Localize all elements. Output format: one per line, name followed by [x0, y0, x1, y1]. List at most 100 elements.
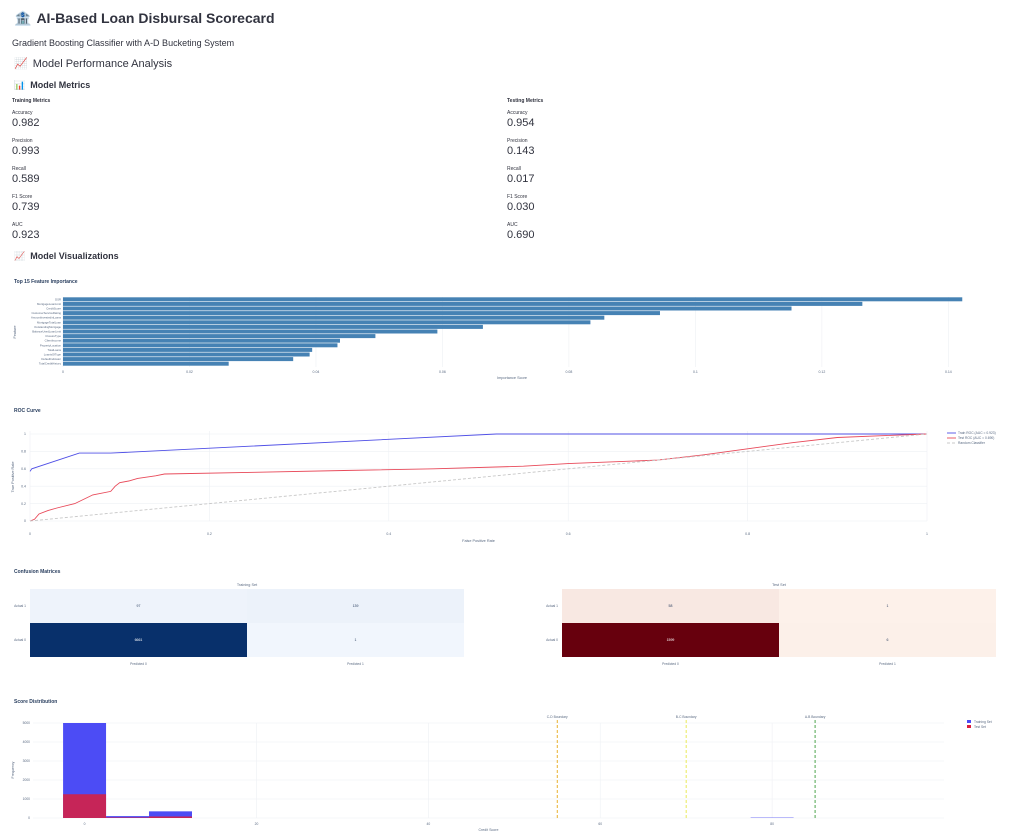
legend-label: Test Set: [974, 725, 986, 729]
y-tick-label: 1: [24, 432, 26, 436]
column-label: Predicted 0: [130, 662, 147, 666]
y-tick-label: OutstandingMortgage: [34, 325, 61, 329]
bar: [63, 347, 313, 352]
y-tick-label: 0.2: [21, 502, 26, 506]
column-label: Predicted 1: [347, 662, 364, 666]
cell-value: 6: [887, 638, 889, 642]
x-tick-label: 0: [84, 822, 86, 826]
legend-label: Test ROC (AUC = 0.690): [958, 436, 994, 440]
y-tick-label: 5000: [23, 721, 31, 725]
metric-label: Precision: [12, 138, 33, 144]
y-tick-label: 0.6: [21, 467, 26, 471]
confusion-matrices: Training Set 97 139 Actual 1 6661 1 Actual 0 Pr…: [14, 583, 996, 666]
metric-value: 0.030: [507, 201, 535, 213]
bank-icon: 🏦: [14, 10, 32, 26]
panel-title: Training Set: [237, 583, 258, 587]
bar: [63, 311, 660, 316]
metric-value: 0.982: [12, 117, 40, 129]
metric-label: Accuracy: [12, 110, 33, 116]
y-tick-label: 0: [28, 816, 30, 820]
app-title-text: AI-Based Loan Disbursal Scorecard: [36, 10, 275, 26]
bar: [63, 329, 438, 334]
training-metrics-title: Training Metrics: [12, 98, 51, 104]
heatmap-cell: [779, 623, 996, 657]
bar: [63, 343, 338, 348]
x-tick-label: 0.2: [207, 532, 212, 536]
chart-up-icon: 📈: [14, 58, 28, 70]
metric-label: Precision: [507, 138, 528, 144]
x-tick-label: 20: [255, 822, 259, 826]
y-tick-label: BalanceUsedLoanLimit: [32, 330, 61, 334]
panel-title: Test Set: [772, 583, 787, 587]
score-distribution-chart: 0 1000 2000 3000 4000 5000 0 20 40 60 80 Training S…: [11, 715, 992, 832]
y-tick-label: ClosureType: [45, 334, 61, 338]
y-tick-label: MortgageLoanLimit: [37, 302, 61, 306]
bar: [63, 315, 605, 320]
cell-value: 1: [887, 604, 889, 608]
x-tick-label: 0.08: [566, 370, 573, 374]
y-tick-label: 1000: [23, 797, 31, 801]
section-metrics: 📊 Model Metrics: [14, 80, 90, 91]
testing-metrics-title: Testing Metrics: [507, 98, 544, 104]
score-distribution-title: Score Distribution: [14, 699, 58, 705]
metric-value: 0.017: [507, 173, 535, 185]
x-tick-label: 0.12: [818, 370, 825, 374]
legend-swatch: [967, 720, 971, 723]
legend-label: Training Set: [974, 720, 992, 724]
bar: [63, 324, 483, 329]
y-tick-label: 4000: [23, 740, 31, 744]
cell-value: 6661: [135, 638, 143, 642]
y-tick-label: DefaultIndicator: [41, 357, 61, 361]
metric-value: 0.739: [12, 201, 40, 213]
section-visualizations: 📈 Model Visualizations: [14, 251, 119, 262]
x-tick-label: 0.1: [693, 370, 698, 374]
legend-label: Train ROC (AUC = 0.923): [958, 431, 996, 435]
y-tick-label: DSR: [55, 297, 61, 301]
metric-value: 0.690: [507, 229, 535, 241]
metric-label: AUC: [507, 222, 518, 228]
y-tick-label: CreditScore: [46, 307, 61, 311]
y-tick-label: 3000: [23, 759, 31, 763]
bar: [63, 306, 792, 311]
section-metrics-label: Model Metrics: [30, 80, 91, 90]
boundary-label: C-D Boundary: [547, 715, 568, 719]
test-histogram-bar: [106, 817, 150, 818]
feature-importance-chart: 0 0.02 0.04 0.06 0.08 0.1 0.12 0.14 DSRMortgageL…: [13, 297, 963, 380]
metric-value: 0.954: [507, 117, 535, 129]
y-tick-label: 0.8: [21, 450, 26, 454]
metric-value: 0.589: [12, 173, 40, 185]
column-label: Predicted 0: [662, 662, 679, 666]
metric-value: 0.143: [507, 145, 535, 157]
train-histogram-bar: [149, 811, 192, 818]
metric-label: Recall: [507, 166, 521, 172]
metric-label: Accuracy: [507, 110, 528, 116]
app-title: 🏦 AI-Based Loan Disbursal Scorecard: [14, 10, 275, 27]
cell-value: 97: [137, 604, 141, 608]
x-axis-title: False Positive Rate: [462, 539, 495, 543]
y-tick-label: AmountInvestedinLoans: [31, 316, 62, 320]
metric-label: AUC: [12, 222, 23, 228]
heatmap-cell: [30, 589, 247, 623]
roc-title: ROC Curve: [14, 408, 41, 414]
y-tick-label: 2000: [23, 778, 31, 782]
y-tick-label: CustomerServiceRating: [31, 311, 61, 315]
heatmap-cell: [779, 589, 996, 623]
y-tick-label: TotalCreditHistory: [39, 362, 62, 366]
y-axis-title: Frequency: [11, 761, 15, 778]
y-axis-title: True Positive Rate: [11, 461, 15, 492]
legend-swatch: [967, 725, 971, 728]
column-label: Predicted 1: [879, 662, 896, 666]
bar-chart-icon: 📊: [14, 80, 26, 90]
metric-label: F1 Score: [507, 194, 528, 200]
app-subtitle: Gradient Boosting Classifier with A-D Bu…: [12, 38, 235, 48]
confusion-title: Confusion Matrices: [14, 569, 61, 575]
roc-chart: 0 0.2 0.4 0.6 0.8 1 0 0.2 0.4 0.6 0.8 1 Train ROC (A…: [11, 431, 996, 543]
x-axis-title: Importance Score: [497, 376, 527, 380]
bar: [63, 352, 310, 357]
x-tick-label: 1: [926, 532, 928, 536]
cell-value: 58: [669, 604, 673, 608]
random-classifier-line: [29, 433, 928, 522]
chart-up-icon: 📈: [14, 251, 26, 261]
section-performance-label: Model Performance Analysis: [32, 58, 173, 70]
row-label: Actual 1: [546, 604, 558, 608]
